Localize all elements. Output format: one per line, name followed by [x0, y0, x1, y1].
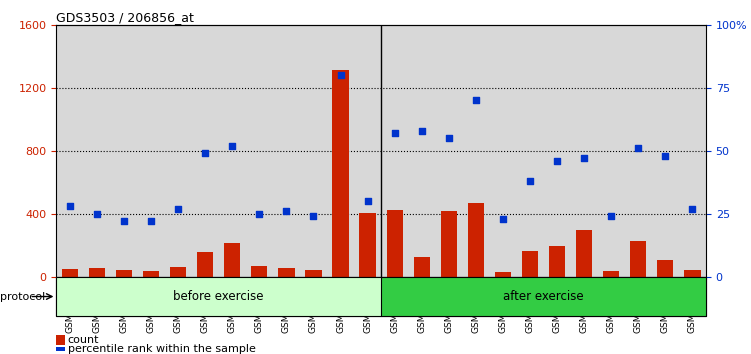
Point [416, 128, 428, 133]
Bar [576, 230, 593, 277]
Bar [414, 257, 430, 277]
Point [632, 145, 644, 151]
Point [443, 135, 455, 141]
Text: before exercise: before exercise [173, 290, 264, 303]
Bar [251, 267, 267, 277]
Bar [116, 270, 132, 277]
Bar [387, 210, 403, 277]
Text: protocol: protocol [0, 292, 45, 302]
Point [91, 211, 103, 217]
Bar [381, 25, 409, 277]
Point [145, 218, 157, 224]
Point [686, 206, 698, 212]
Point [470, 98, 482, 103]
Point [578, 155, 590, 161]
Bar [143, 271, 159, 277]
Bar [517, 25, 544, 277]
Bar [83, 25, 110, 277]
Bar [360, 213, 376, 277]
Bar [463, 25, 490, 277]
Bar [468, 203, 484, 277]
Point [389, 130, 401, 136]
Text: after exercise: after exercise [503, 290, 584, 303]
Bar [495, 272, 511, 277]
Bar [62, 269, 78, 277]
Point [172, 206, 184, 212]
Bar [409, 25, 436, 277]
Bar [679, 25, 706, 277]
Bar [137, 25, 164, 277]
Bar [170, 267, 186, 277]
Bar [333, 70, 348, 277]
Bar [279, 268, 294, 277]
Point [307, 213, 319, 219]
Point [361, 198, 373, 204]
Bar [273, 25, 300, 277]
Bar [684, 270, 701, 277]
Point [118, 218, 130, 224]
Bar [89, 268, 105, 277]
Point [497, 216, 509, 222]
Bar [603, 271, 620, 277]
Point [199, 150, 211, 156]
Bar [197, 252, 213, 277]
Bar [56, 277, 381, 316]
Point [659, 153, 671, 159]
Bar [652, 25, 679, 277]
Bar [490, 25, 517, 277]
Bar [522, 251, 538, 277]
Bar [549, 246, 566, 277]
Bar [110, 25, 137, 277]
Text: count: count [68, 335, 99, 345]
Point [524, 178, 536, 184]
Bar [381, 277, 706, 316]
Bar [657, 260, 674, 277]
Text: GDS3503 / 206856_at: GDS3503 / 206856_at [56, 11, 195, 24]
Bar [327, 25, 354, 277]
Bar [354, 25, 382, 277]
Bar [625, 25, 652, 277]
Point [280, 209, 292, 214]
Bar [246, 25, 273, 277]
Bar [441, 211, 457, 277]
Bar [436, 25, 463, 277]
Bar [598, 25, 625, 277]
Bar [224, 243, 240, 277]
Bar [300, 25, 327, 277]
Point [551, 158, 563, 164]
Bar [571, 25, 598, 277]
Point [253, 211, 265, 217]
Text: percentile rank within the sample: percentile rank within the sample [68, 344, 255, 354]
Bar [219, 25, 246, 277]
Point [226, 143, 238, 149]
Bar [544, 25, 571, 277]
Bar [192, 25, 219, 277]
Bar [164, 25, 192, 277]
Point [334, 72, 346, 78]
Point [64, 203, 76, 209]
Bar [306, 270, 321, 277]
Bar [56, 25, 83, 277]
Bar [630, 241, 647, 277]
Point [605, 213, 617, 219]
